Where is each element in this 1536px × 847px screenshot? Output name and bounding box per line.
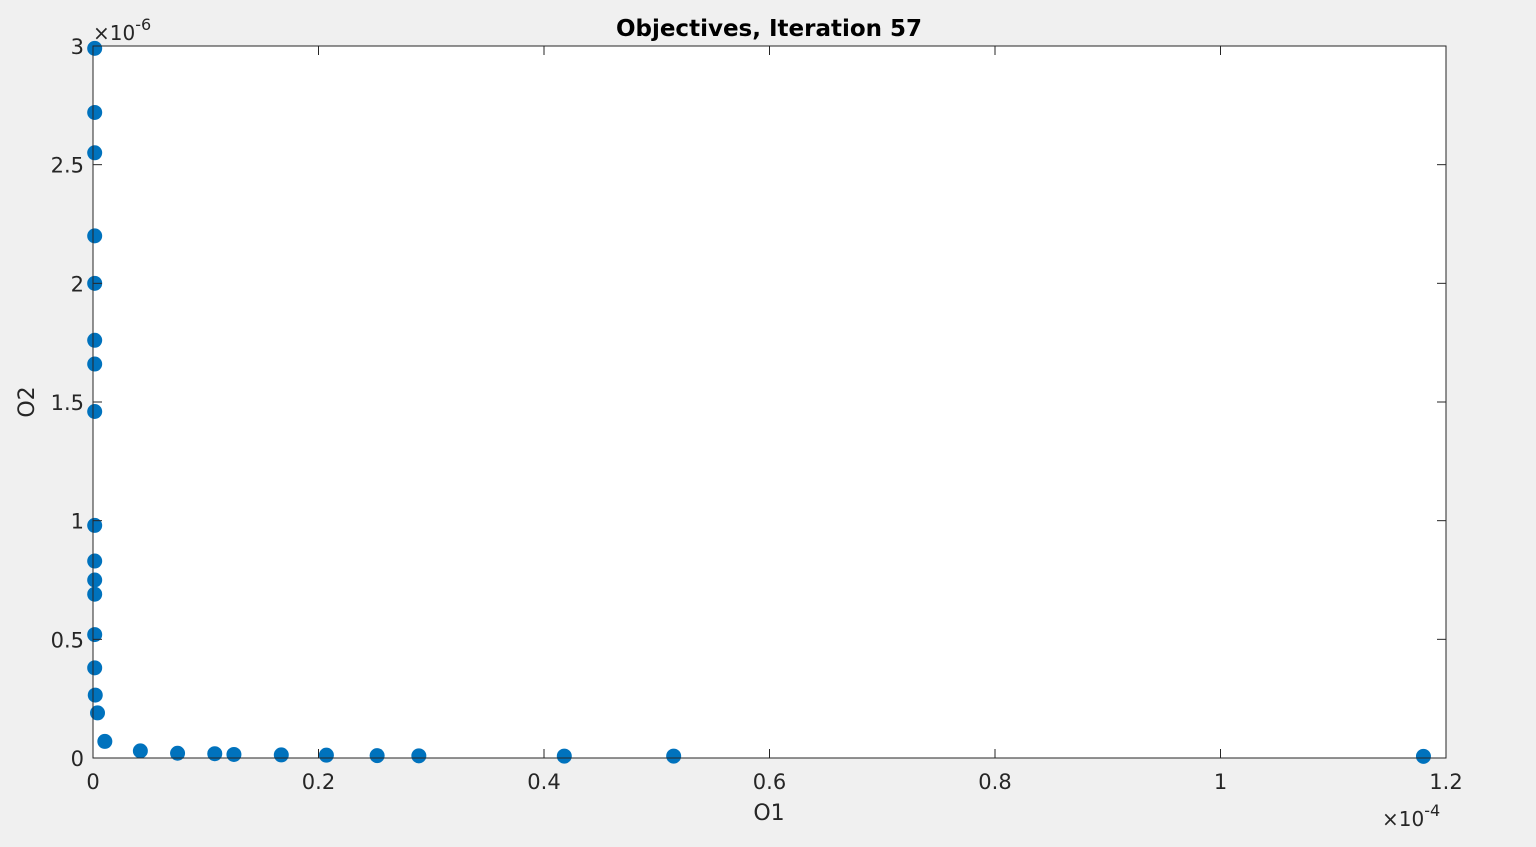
data-point (369, 748, 385, 764)
x-axis-exponent: ×10-4 (1382, 801, 1440, 831)
y-axis-exponent: ×10-6 (93, 15, 151, 45)
y-tick-labels: 0 0.5 1 1.5 2 2.5 3 (51, 35, 84, 771)
data-point (87, 660, 103, 676)
axes-background (93, 46, 1446, 758)
x-tick-label: 0.6 (753, 770, 786, 794)
data-point (87, 228, 103, 244)
data-point (87, 572, 103, 588)
data-point (87, 627, 103, 643)
x-axis-label: O1 (753, 801, 784, 826)
x-tick-labels: 0 0.2 0.4 0.6 0.8 1 1.2 (86, 770, 1462, 794)
x-tick-label: 1 (1214, 770, 1227, 794)
data-point (87, 687, 103, 703)
data-point (170, 745, 186, 761)
y-tick-label: 3 (71, 35, 84, 59)
x-tick-label: 0.4 (527, 770, 560, 794)
data-point (666, 748, 682, 764)
x-tick-label: 0 (86, 770, 99, 794)
x-exponent: -4 (1424, 801, 1440, 820)
data-point (87, 145, 103, 161)
data-point (87, 403, 103, 419)
data-point (97, 733, 113, 749)
data-point (273, 747, 289, 763)
svg-text:×10-6: ×10-6 (93, 15, 151, 45)
data-point (87, 553, 103, 569)
data-point (1415, 748, 1431, 764)
data-point (90, 705, 106, 721)
x-tick-label: 0.8 (978, 770, 1011, 794)
data-point (87, 104, 103, 120)
y-axis-label: O2 (15, 386, 40, 417)
y-tick-label: 0.5 (51, 628, 84, 652)
plot-axes[interactable] (87, 40, 1447, 764)
y-tick-label: 1 (71, 510, 84, 534)
y-multiplier: ×10 (93, 21, 135, 45)
data-point (411, 748, 427, 764)
data-point (556, 748, 572, 764)
axes-box (92, 45, 1447, 759)
data-point (318, 747, 334, 763)
data-point (87, 356, 103, 372)
data-point (132, 743, 148, 759)
y-tick-label: 1.5 (51, 391, 84, 415)
y-tick-label: 2 (71, 272, 84, 296)
svg-text:×10-4: ×10-4 (1382, 801, 1440, 831)
data-point (87, 332, 103, 348)
y-exponent: -6 (135, 15, 151, 34)
data-point (226, 746, 242, 762)
x-tick-label: 0.2 (302, 770, 335, 794)
data-point (207, 746, 223, 762)
x-tick-label: 1.2 (1429, 770, 1462, 794)
data-point (87, 40, 103, 56)
x-multiplier: ×10 (1382, 807, 1424, 831)
data-point (87, 517, 103, 533)
y-tick-label: 0 (71, 747, 84, 771)
chart-title: Objectives, Iteration 57 (616, 16, 922, 42)
y-tick-label: 2.5 (51, 154, 84, 178)
data-point (87, 586, 103, 602)
